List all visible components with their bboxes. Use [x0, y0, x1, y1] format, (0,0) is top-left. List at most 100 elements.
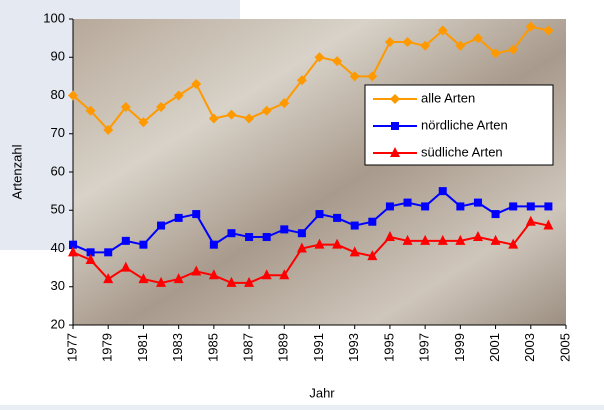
- marker: [314, 238, 325, 249]
- marker: [138, 273, 149, 284]
- marker: [368, 217, 377, 226]
- marker: [68, 90, 78, 101]
- marker: [437, 234, 448, 245]
- series-line: [72, 25, 549, 132]
- marker: [69, 240, 77, 249]
- marker: [173, 90, 184, 101]
- marker: [367, 250, 378, 261]
- marker: [279, 98, 290, 109]
- marker: [156, 276, 167, 287]
- marker: [473, 198, 482, 207]
- marker: [296, 75, 307, 86]
- x-tick-label: 1991: [311, 333, 326, 362]
- marker: [491, 210, 500, 219]
- marker: [390, 147, 400, 157]
- y-tick-label: 100: [43, 10, 65, 25]
- marker: [508, 238, 519, 249]
- marker: [103, 124, 114, 135]
- marker: [227, 229, 236, 238]
- x-tick-label: 1977: [64, 333, 79, 362]
- marker: [121, 236, 130, 245]
- marker: [402, 36, 413, 47]
- marker: [438, 187, 447, 196]
- marker: [455, 234, 466, 245]
- x-tick-label: 1979: [100, 333, 115, 362]
- marker: [156, 101, 167, 112]
- marker: [525, 215, 536, 226]
- x-tick-label: 1997: [417, 333, 432, 362]
- y-tick-label: 20: [51, 316, 65, 331]
- marker: [226, 109, 237, 120]
- marker: [245, 233, 254, 242]
- marker: [139, 240, 148, 249]
- marker: [261, 269, 272, 280]
- marker: [508, 44, 519, 55]
- marker: [544, 202, 553, 211]
- marker: [244, 276, 255, 287]
- x-tick-label: 1995: [381, 333, 396, 362]
- marker: [208, 269, 219, 280]
- marker: [403, 198, 412, 207]
- marker: [543, 25, 554, 36]
- marker: [332, 238, 343, 249]
- marker: [391, 122, 399, 130]
- marker: [421, 202, 430, 211]
- legend-label: alle Arten: [421, 90, 475, 105]
- x-tick-label: 1987: [241, 333, 256, 362]
- x-tick-label: 1981: [135, 333, 150, 362]
- marker: [261, 105, 272, 116]
- x-tick-label: 2003: [522, 333, 537, 362]
- marker: [157, 221, 166, 230]
- marker: [333, 213, 342, 222]
- marker: [525, 21, 536, 32]
- marker: [509, 202, 518, 211]
- y-axis-label: Artenzahl: [9, 144, 24, 199]
- x-tick-label: 2005: [557, 333, 572, 362]
- y-tick-label: 70: [51, 125, 65, 140]
- marker: [332, 56, 343, 67]
- marker: [85, 253, 96, 264]
- marker: [226, 276, 237, 287]
- marker: [138, 117, 149, 128]
- marker: [192, 210, 201, 219]
- y-tick-label: 60: [51, 163, 65, 178]
- x-tick-label: 1993: [346, 333, 361, 362]
- x-tick-label: 2001: [487, 333, 502, 362]
- marker: [402, 234, 413, 245]
- marker: [296, 242, 307, 253]
- series-line: [72, 220, 549, 284]
- marker: [384, 231, 395, 242]
- marker: [390, 94, 400, 104]
- marker: [472, 33, 483, 44]
- x-tick-label: 1999: [452, 333, 467, 362]
- y-tick-label: 80: [51, 87, 65, 102]
- marker: [315, 210, 324, 219]
- marker: [68, 246, 78, 257]
- y-tick-label: 50: [51, 202, 65, 217]
- marker: [297, 229, 306, 238]
- marker: [456, 202, 465, 211]
- plot-area: [73, 19, 566, 325]
- marker: [490, 48, 501, 59]
- marker: [120, 101, 131, 112]
- x-tick-label: 1989: [276, 333, 291, 362]
- marker: [420, 40, 431, 51]
- x-tick-label: 1985: [205, 333, 220, 362]
- marker: [103, 273, 114, 284]
- legend-label: nördliche Arten: [421, 117, 508, 132]
- marker: [349, 246, 360, 257]
- marker: [437, 25, 448, 36]
- marker: [350, 221, 359, 230]
- marker: [455, 40, 466, 51]
- marker: [191, 79, 202, 90]
- marker: [490, 234, 501, 245]
- marker: [543, 219, 554, 230]
- marker: [262, 233, 271, 242]
- marker: [173, 273, 184, 284]
- marker: [191, 265, 202, 276]
- y-tick-label: 40: [51, 240, 65, 255]
- marker: [384, 36, 395, 47]
- marker: [85, 105, 96, 116]
